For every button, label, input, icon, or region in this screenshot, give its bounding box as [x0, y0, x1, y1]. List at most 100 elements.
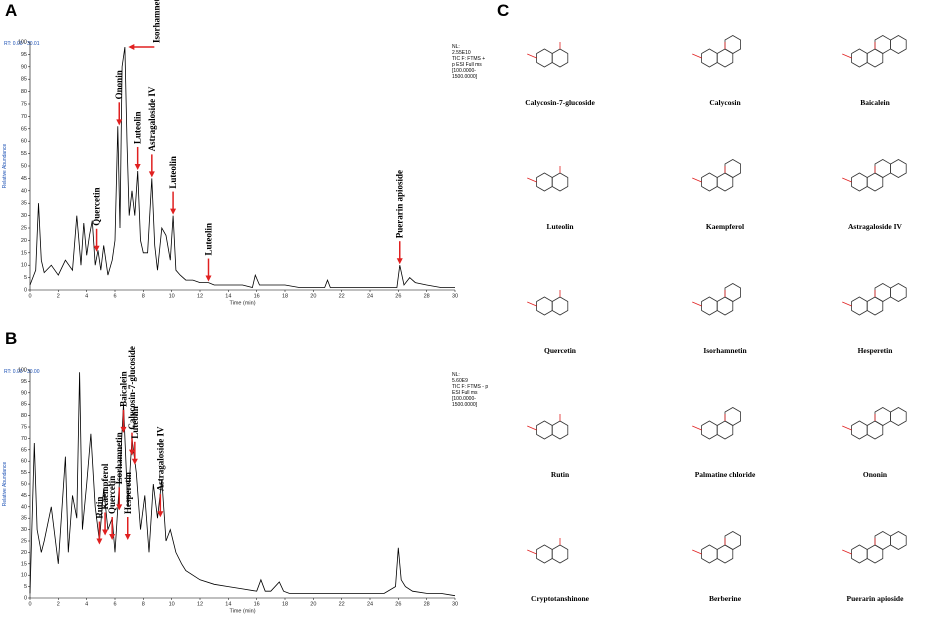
ring	[701, 544, 718, 564]
arrow-head	[128, 43, 135, 50]
structure-name: Palmatine chloride	[695, 470, 756, 479]
y-tick-label: 15	[21, 561, 27, 567]
y-tick-label: 95	[21, 52, 27, 58]
x-axis-label: Time (min)	[229, 608, 255, 614]
ring	[851, 296, 868, 316]
ring	[551, 544, 569, 564]
x-tick-label: 14	[225, 293, 231, 299]
x-tick-label: 22	[339, 293, 345, 299]
x-tick-label: 10	[169, 601, 175, 607]
nl-label: [100.0000-	[452, 68, 476, 74]
structure	[527, 166, 569, 192]
annotation: Luteolin	[168, 156, 178, 215]
y-tick-label: 55	[21, 151, 27, 157]
structure	[527, 290, 569, 316]
y-tick-label: 5	[24, 275, 27, 281]
y-tick-label: 75	[21, 101, 27, 107]
x-tick-label: 2	[57, 601, 60, 607]
arrow-head	[205, 275, 212, 282]
y-tick-label: 25	[21, 225, 27, 231]
arrow-head	[157, 511, 164, 518]
annotation-label: Hesperetin	[123, 472, 133, 514]
bond	[692, 425, 702, 431]
y-tick-label: 20	[21, 238, 27, 244]
ring	[874, 35, 891, 54]
ring	[724, 283, 741, 302]
annotation: Calycosin-7-glucoside	[127, 346, 137, 456]
x-tick-label: 20	[310, 601, 316, 607]
structure	[527, 538, 569, 564]
ring	[551, 296, 569, 316]
structure-name: Ononin	[863, 470, 888, 479]
x-tick-label: 26	[395, 601, 401, 607]
nl-label: ESI Full ms	[452, 390, 478, 396]
y-tick-label: 75	[21, 424, 27, 430]
structure	[527, 414, 569, 440]
y-tick-label: 65	[21, 126, 27, 132]
structure	[842, 407, 907, 440]
arrow-head	[93, 245, 100, 252]
y-tick-label: 5	[24, 584, 27, 590]
arrow-head	[148, 171, 155, 178]
y-tick-label: 90	[21, 390, 27, 396]
structure-name: Kaempferol	[706, 222, 744, 231]
annotation-label: Quercetin	[107, 476, 117, 514]
bond	[527, 177, 537, 183]
nl-label: 1500.0000]	[452, 74, 478, 80]
x-tick-label: 8	[142, 601, 145, 607]
annotation: Astragaloside IV	[155, 426, 165, 518]
arrow-head	[134, 163, 141, 170]
annotation-label: Quercetin	[92, 187, 102, 225]
panel-letter: B	[5, 329, 17, 348]
ring	[701, 48, 718, 68]
y-tick-label: 60	[21, 139, 27, 145]
structure	[842, 35, 907, 68]
ring	[701, 420, 718, 440]
x-axis-label: Time (min)	[229, 300, 255, 306]
y-tick-label: 25	[21, 538, 27, 544]
y-tick-label: 65	[21, 447, 27, 453]
structure-name: Cryptotanshinone	[531, 594, 590, 603]
x-tick-label: 10	[169, 293, 175, 299]
ring	[890, 159, 907, 178]
annotation-label: Baicalein	[119, 371, 129, 407]
y-tick-label: 70	[21, 436, 27, 442]
structure	[692, 159, 741, 192]
annotation: Astragaloside IV	[147, 86, 157, 178]
y-tick-label: 10	[21, 573, 27, 579]
ring	[890, 35, 907, 54]
x-tick-label: 4	[85, 293, 88, 299]
bond	[692, 301, 702, 307]
y-tick-label: 100	[18, 39, 27, 45]
ring	[851, 420, 868, 440]
trace	[29, 372, 456, 597]
y-tick-label: 40	[21, 188, 27, 194]
x-tick-label: 26	[395, 293, 401, 299]
y-tick-label: 70	[21, 114, 27, 120]
ring	[551, 48, 569, 68]
annotation-label: Luteolin	[204, 223, 214, 256]
nl-label: 1500.0000]	[452, 402, 478, 408]
x-tick-label: 14	[225, 601, 231, 607]
bond	[842, 425, 852, 431]
y-tick-label: 45	[21, 493, 27, 499]
structure	[692, 35, 741, 68]
annotation-label: Astragaloside IV	[155, 426, 165, 491]
nl-label: TIC F: FTMS - p	[452, 384, 488, 390]
ring	[536, 420, 553, 440]
structure-name: Calycosin-7-glucoside	[525, 98, 595, 107]
y-tick-label: 85	[21, 402, 27, 408]
structure-name: Puerarin apioside	[847, 594, 905, 603]
structure-name: Quercetin	[544, 346, 577, 355]
y-tick-label: 80	[21, 89, 27, 95]
nl-label: TIC F: FTMS +	[452, 56, 485, 62]
x-tick-label: 30	[452, 601, 458, 607]
arrow-head	[131, 458, 138, 465]
x-tick-label: 16	[254, 601, 260, 607]
x-tick-label: 24	[367, 601, 373, 607]
bond	[842, 549, 852, 555]
annotation: Ononin	[114, 70, 124, 126]
ring	[874, 159, 891, 178]
ring	[536, 172, 553, 192]
